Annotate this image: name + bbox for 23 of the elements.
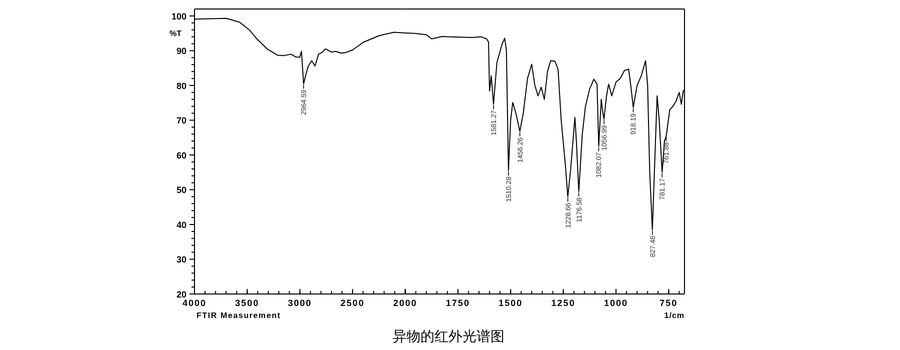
x-tick-label: 1500	[498, 298, 523, 308]
x-axis-title: 1/cm	[664, 311, 684, 320]
x-tick-label: 1000	[604, 298, 628, 308]
y-tick-label: 100	[171, 11, 186, 22]
x-tick-label: 750	[660, 298, 678, 308]
y-tick-label: 90	[176, 46, 186, 56]
x-tick-label: 2000	[393, 298, 418, 308]
x-tick-label: 3500	[235, 298, 260, 308]
x-tick-label: 1250	[551, 298, 576, 308]
x-tick-label: 1750	[446, 298, 470, 308]
y-tick-label: 70	[176, 116, 186, 126]
y-tick-label: 60	[176, 150, 186, 160]
text: FTIR Measurement	[196, 311, 281, 320]
x-tick-label: 3000	[288, 298, 312, 308]
x-tick-label: 2500	[340, 298, 365, 308]
y-tick-label: 20	[176, 290, 186, 300]
y-tick-label: 40	[176, 220, 186, 230]
y-axis-title: %T	[170, 29, 182, 38]
y-tick-label: 80	[176, 80, 186, 91]
y-tick-label: 50	[176, 185, 186, 196]
x-tick-label: 4000	[182, 298, 207, 308]
text: 异物的红外光谱图	[392, 328, 504, 344]
y-tick-label: 30	[176, 254, 186, 265]
